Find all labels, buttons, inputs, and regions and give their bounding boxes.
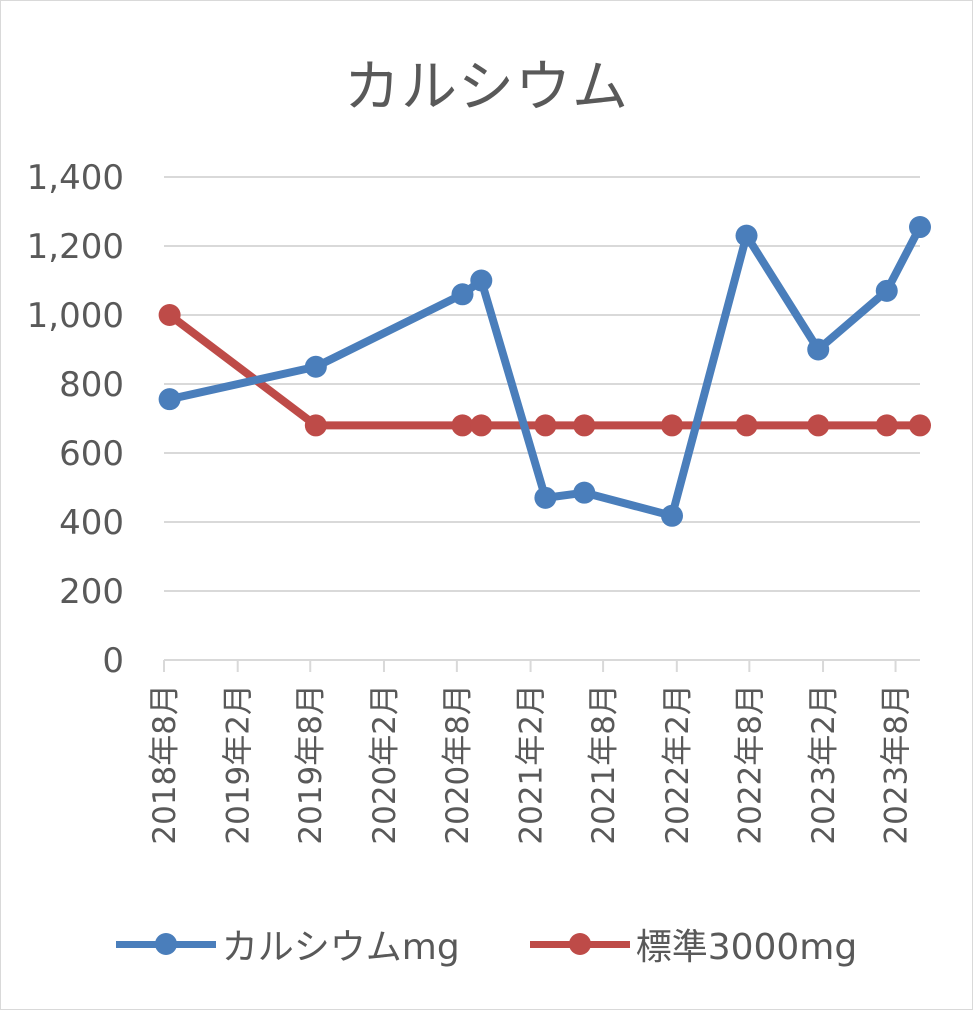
gridlines [164,176,920,592]
data-point-standard[interactable] [661,414,684,437]
x-tick-label: 2023年8月 [879,684,915,845]
data-point-standard[interactable] [807,414,830,437]
legend: カルシウムmg 標準3000mg [0,918,973,970]
y-tick-label: 1,000 [27,296,124,336]
data-point-calcium[interactable] [451,283,474,306]
y-tick-label: 0 [102,641,124,681]
data-point-calcium[interactable] [735,224,758,247]
y-tick-label: 400 [59,503,124,543]
data-point-calcium[interactable] [304,355,327,378]
data-point-calcium[interactable] [534,486,557,509]
legend-item-standard[interactable]: 標準3000mg [529,918,858,970]
y-tick-label: 1,200 [27,227,124,267]
x-tick-label: 2021年2月 [514,684,550,845]
series-lines [165,223,924,520]
legend-item-calcium[interactable]: カルシウムmg [115,918,460,970]
x-tick-label: 2020年8月 [440,684,476,845]
series-line-calcium [165,223,924,520]
data-point-calcium[interactable] [875,279,898,302]
legend-label-calcium: カルシウムmg [221,927,460,968]
data-point-calcium[interactable] [661,504,684,527]
x-tick-label: 2023年2月 [806,684,842,845]
x-tick-label: 2022年2月 [660,684,696,845]
y-tick-label: 1,400 [27,158,124,198]
x-tick-label: 2021年8月 [586,684,622,845]
legend-label-standard: 標準3000mg [635,927,858,968]
data-point-standard[interactable] [534,414,557,437]
data-point-standard[interactable] [875,414,898,437]
data-point-standard[interactable] [158,304,181,326]
data-point-standard[interactable] [735,414,758,437]
data-point-calcium[interactable] [158,388,181,411]
x-tick-label: 2020年2月 [367,684,403,845]
chart-title: カルシウム [344,55,629,120]
data-point-calcium[interactable] [807,338,830,361]
x-axis-ticks: 2018年8月 2019年2月 2019年8月 2020年2月 2020年8月 2021年… [147,660,915,845]
x-tick-label: 2022年8月 [732,684,768,845]
data-point-calcium[interactable] [573,481,596,504]
series-points [158,216,931,527]
legend-swatch-calcium-icon [115,927,216,961]
y-tick-label: 200 [59,572,124,612]
data-point-calcium[interactable] [909,216,931,239]
data-point-standard[interactable] [451,414,474,437]
x-tick-label: 2019年2月 [221,684,257,845]
data-point-standard[interactable] [470,414,493,437]
x-tick-label: 2018年8月 [147,684,183,845]
legend-swatch-standard-icon [529,927,630,961]
y-tick-label: 800 [59,365,124,405]
x-tick-label: 2019年8月 [293,684,329,845]
y-axis-ticks: 0 200 400 600 800 1,000 1,200 1,400 [27,158,124,681]
data-point-standard[interactable] [909,414,931,437]
data-point-calcium[interactable] [470,269,493,292]
data-point-standard[interactable] [304,414,327,437]
data-point-standard[interactable] [573,414,596,437]
y-tick-label: 600 [59,434,124,474]
